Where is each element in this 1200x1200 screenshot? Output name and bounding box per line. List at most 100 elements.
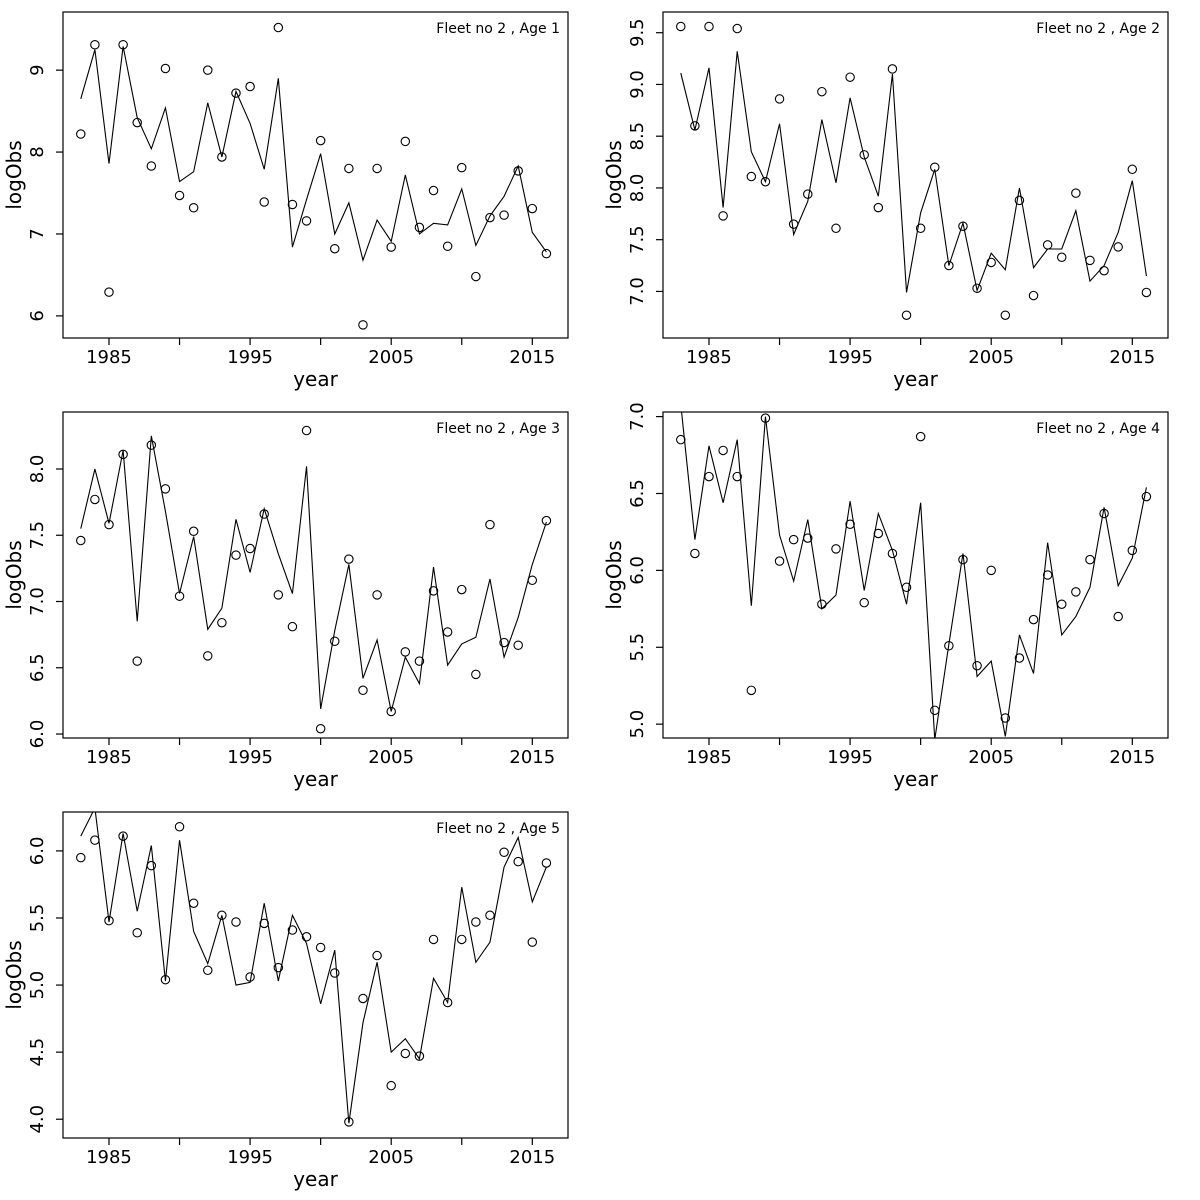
obs-point — [690, 548, 700, 559]
y-tick-label: 5.5 — [27, 904, 48, 933]
obs-point — [273, 962, 284, 973]
plot-svg: 1985 1995 2005 2015 6 7 8 9 year logObs Fleet no 2… — [2, 11, 569, 391]
obs-point — [1127, 164, 1138, 175]
y-tick-label: 6.0 — [27, 837, 48, 866]
x-tick-label: 2015 — [1109, 747, 1155, 768]
obs-point — [1071, 188, 1081, 198]
obs-point — [887, 548, 898, 559]
y-tick-label: 9.0 — [627, 70, 648, 99]
obs-point — [732, 471, 742, 482]
x-tick-label: 2005 — [368, 1147, 414, 1168]
fit-line — [680, 51, 1147, 293]
obs-point — [245, 81, 255, 92]
obs-point — [287, 621, 298, 632]
empty-area — [600, 800, 1200, 1200]
obs-point — [174, 591, 185, 601]
obs-point — [803, 533, 813, 543]
obs-point — [174, 190, 185, 201]
x-tick-label: 1985 — [686, 347, 732, 368]
obs-point — [1014, 653, 1025, 663]
obs-point — [541, 515, 552, 526]
obs-point — [788, 534, 799, 545]
obs-point — [203, 651, 213, 661]
obs-point — [160, 484, 171, 494]
x-tick-label: 1985 — [86, 747, 132, 768]
y-tick-label: 6 — [27, 310, 48, 321]
y-tick-label: 7.0 — [627, 402, 648, 431]
obs-point — [118, 40, 128, 50]
obs-point — [372, 950, 382, 961]
obs-point — [986, 565, 996, 576]
obs-point — [845, 519, 855, 530]
y-tick-label: 6.0 — [627, 556, 648, 585]
obs-point — [414, 656, 425, 666]
obs-point — [358, 320, 368, 330]
plot-box — [62, 811, 569, 1139]
obs-point — [386, 242, 396, 252]
obs-point — [930, 705, 940, 716]
panel-title: Fleet no 2 , Age 4 — [1036, 421, 1160, 437]
x-tick-label: 1995 — [227, 747, 273, 768]
chart-panel-age-5: 1985 1995 2005 2015 4.0 4.5 5.0 5.5 6.0 year logOb… — [0, 800, 600, 1200]
obs-point — [1042, 240, 1053, 250]
obs-point — [301, 216, 312, 226]
x-axis-title: year — [293, 767, 338, 791]
obs-point — [104, 287, 114, 297]
x-tick-label: 2005 — [968, 347, 1014, 368]
obs-point — [315, 942, 326, 953]
obs-point — [386, 706, 396, 717]
plot-svg: 1985 1995 2005 2015 7.0 7.5 8.0 8.5 9.0 9.5 year lo… — [602, 11, 1169, 391]
obs-point — [901, 582, 912, 593]
x-tick-label: 1995 — [827, 347, 873, 368]
y-tick-label: 9 — [27, 64, 48, 75]
obs-point — [746, 171, 757, 182]
obs-point — [499, 210, 509, 220]
obs-point — [930, 162, 940, 172]
obs-point — [831, 544, 841, 554]
y-axis-title: logObs — [2, 540, 26, 609]
obs-point — [217, 617, 227, 628]
chart-panel-age-1: 1985 1995 2005 2015 6 7 8 9 year logObs Fleet no 2… — [0, 0, 600, 400]
panel-title: Fleet no 2 , Age 5 — [436, 821, 560, 837]
obs-point — [732, 23, 742, 34]
obs-point — [774, 556, 785, 566]
obs-point — [273, 590, 284, 600]
obs-point — [676, 21, 686, 32]
obs-point — [471, 917, 481, 927]
obs-point — [188, 898, 199, 908]
obs-point — [330, 968, 340, 978]
y-tick-label: 7 — [27, 228, 48, 239]
obs-point — [245, 972, 255, 982]
obs-point — [1056, 599, 1067, 609]
obs-point — [358, 993, 368, 1004]
obs-point — [527, 203, 538, 214]
obs-point — [676, 434, 686, 445]
obs-point — [915, 223, 926, 234]
obs-point — [456, 584, 467, 595]
obs-point — [859, 150, 869, 160]
obs-point — [428, 185, 439, 196]
obs-point — [90, 40, 100, 50]
x-tick-label: 2005 — [368, 347, 414, 368]
obs-point — [1113, 242, 1123, 252]
obs-point — [231, 88, 241, 98]
obs-point — [104, 915, 114, 926]
obs-point — [1113, 611, 1123, 622]
obs-point — [485, 519, 495, 530]
y-tick-label: 6.0 — [27, 720, 48, 749]
obs-point — [541, 248, 552, 259]
obs-point — [958, 554, 968, 565]
obs-point — [414, 222, 425, 233]
obs-point — [442, 997, 453, 1008]
y-tick-label: 6.5 — [27, 653, 48, 682]
obs-point — [817, 86, 827, 97]
obs-point — [259, 918, 269, 929]
obs-point — [315, 135, 326, 146]
obs-point — [442, 627, 453, 637]
obs-point — [499, 847, 509, 857]
obs-point — [344, 554, 354, 564]
obs-point — [873, 528, 884, 539]
y-tick-label: 8 — [27, 146, 48, 157]
obs-point — [958, 221, 968, 231]
x-tick-label: 2015 — [509, 347, 555, 368]
